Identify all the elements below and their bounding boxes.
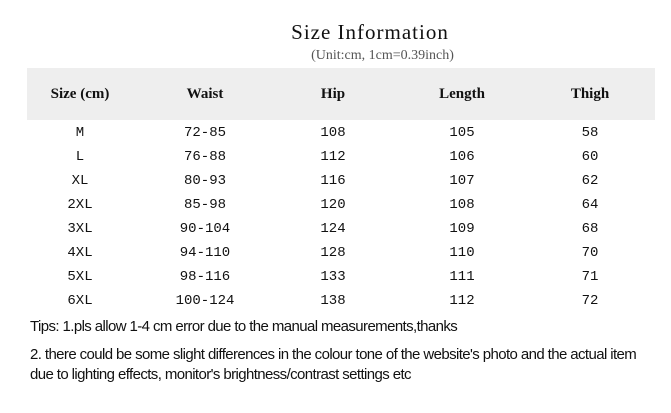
table-cell: 6XL	[67, 293, 93, 309]
table-cell: 72-85	[183, 125, 226, 141]
table-cell: 71	[581, 269, 599, 285]
table-cell: 108	[320, 125, 346, 141]
table-cell: 108	[449, 197, 475, 213]
table-cell: M	[75, 125, 85, 141]
table-cell: 76-88	[183, 149, 226, 165]
page-title: Size Information	[291, 20, 449, 44]
table-cell: 85-98	[183, 197, 226, 213]
tip-1: Tips: 1.pls allow 1-4 cm error due to th…	[30, 318, 458, 335]
table-cell: 58	[581, 125, 599, 141]
table-cell: 68	[581, 221, 599, 237]
column-header: Waist	[186, 86, 224, 102]
table-cell: 64	[581, 197, 599, 213]
table-cell: 112	[320, 149, 346, 165]
table-cell: 138	[320, 293, 346, 309]
table-cell: 2XL	[67, 197, 93, 213]
table-cell: 124	[320, 221, 346, 237]
table-cell: L	[75, 149, 85, 165]
table-cell: 98-116	[179, 269, 231, 285]
column-header: Thigh	[570, 86, 610, 102]
table-cell: 5XL	[67, 269, 93, 285]
table-cell: 133	[320, 269, 346, 285]
table-cell: 112	[449, 293, 475, 309]
column-header: Size (cm)	[50, 86, 110, 102]
unit-subtitle: (Unit:cm, 1cm=0.39inch)	[311, 48, 454, 63]
table-cell: XL	[71, 173, 89, 189]
tip-2: 2. there could be some slight difference…	[30, 346, 637, 383]
table-cell: 110	[449, 245, 475, 261]
table-cell: 107	[449, 173, 475, 189]
table-cell: 120	[320, 197, 346, 213]
column-header: Hip	[320, 86, 346, 102]
table-cell: 116	[320, 173, 346, 189]
table-cell: 62	[581, 173, 599, 189]
table-cell: 94-110	[179, 245, 231, 261]
table-cell: 105	[449, 125, 475, 141]
table-cell: 128	[320, 245, 346, 261]
table-cell: 72	[581, 293, 599, 309]
table-cell: 100-124	[175, 293, 235, 309]
table-cell: 4XL	[67, 245, 93, 261]
table-cell: 60	[581, 149, 599, 165]
table-cell: 3XL	[67, 221, 93, 237]
table-cell: 80-93	[183, 173, 226, 189]
table-cell: 106	[449, 149, 475, 165]
table-cell: 109	[449, 221, 475, 237]
column-header: Length	[439, 86, 485, 102]
table-cell: 70	[581, 245, 599, 261]
table-header-band	[27, 68, 655, 120]
table-cell: 90-104	[179, 221, 231, 237]
table-cell: 111	[449, 269, 475, 285]
